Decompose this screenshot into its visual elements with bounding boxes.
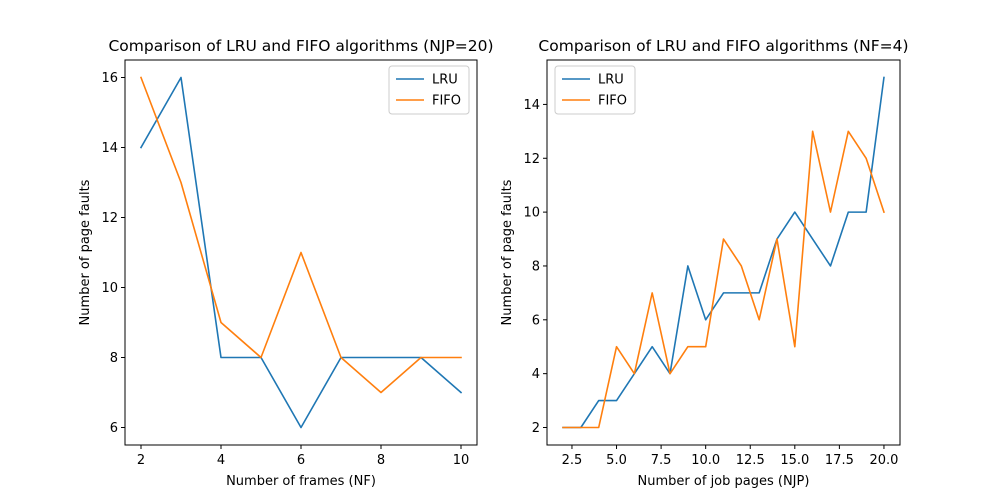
x-tick-label: 4 [217,453,225,468]
x-tick-label: 2.5 [562,453,583,468]
x-axis-label: Number of frames (NF) [226,474,376,489]
legend-label-fifo: FIFO [432,94,461,109]
y-tick-label: 12 [523,152,540,167]
series-line-lru [139,76,463,429]
y-tick-label: 6 [532,313,540,328]
y-tick-label: 14 [523,98,540,113]
legend: LRU FIFO [554,65,636,115]
chart-title: Comparison of LRU and FIFO algorithms (N… [108,37,493,55]
x-tick-label: 15.0 [780,453,809,468]
y-tick-label: 12 [101,211,118,226]
legend-box [388,65,470,115]
x-tick-label: 6 [297,453,305,468]
x-tick-label: 10 [453,453,470,468]
x-tick-label: 20.0 [869,453,898,468]
y-axis-label: Number of page faults [78,179,93,325]
legend-label-lru: LRU [432,73,458,88]
x-tick-label: 7.5 [651,453,672,468]
legend-label-lru: LRU [598,73,624,88]
x-tick-label: 12.5 [736,453,765,468]
x-axis-label: Number of job pages (NJP) [638,474,810,489]
x-tick-label: 5.0 [606,453,627,468]
legend-box [554,65,636,115]
y-tick-label: 6 [110,421,118,436]
x-tick-label: 2 [137,453,145,468]
x-tick-label: 8 [377,453,385,468]
y-axis-label: Number of page faults [500,179,515,325]
chart-1: Comparison of LRU and FIFO algorithms (N… [78,37,494,489]
legend: LRU FIFO [388,65,470,115]
x-tick-label: 10.0 [691,453,720,468]
x-tick-label: 17.5 [825,453,854,468]
legend-label-fifo: FIFO [598,94,627,109]
series-line-lru [562,76,885,429]
chart-title: Comparison of LRU and FIFO algorithms (N… [538,37,908,55]
chart-2: Comparison of LRU and FIFO algorithms (N… [500,37,909,489]
y-tick-label: 4 [532,367,540,382]
y-tick-label: 16 [101,71,118,86]
series-line-fifo [562,130,885,429]
y-tick-label: 8 [110,351,118,366]
series-line-fifo [139,76,462,394]
y-tick-label: 2 [532,421,540,436]
y-tick-label: 10 [101,281,118,296]
y-tick-label: 8 [532,259,540,274]
y-tick-label: 10 [523,206,540,221]
y-tick-label: 14 [101,141,118,156]
plot-frame [546,59,901,446]
